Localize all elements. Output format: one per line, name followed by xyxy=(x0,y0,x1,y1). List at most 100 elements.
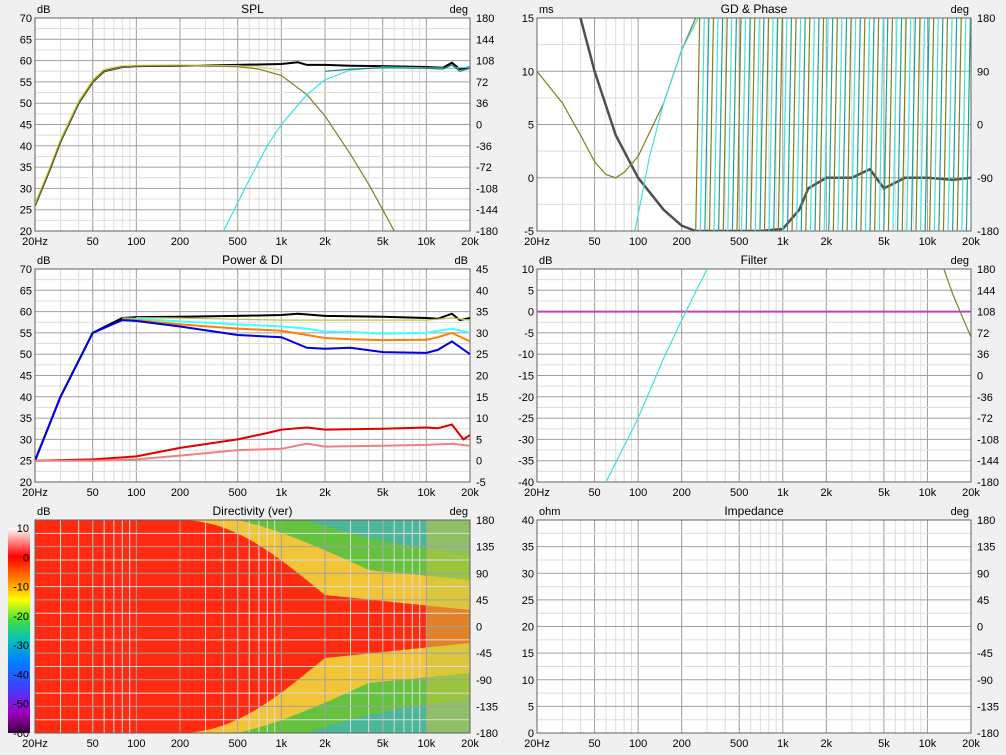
gd-phase-wrap-line xyxy=(782,17,788,232)
gd-phase-wrap-line xyxy=(777,17,783,232)
gd-phase-wrap-line xyxy=(837,17,843,232)
gd-phase-wrap-line xyxy=(874,17,880,232)
spl-frame xyxy=(34,17,471,232)
gd-series-0 xyxy=(579,18,971,231)
left-tick-label: 55 xyxy=(20,328,32,340)
left-unit-label: dB xyxy=(539,255,552,267)
x-tick-label: 20Hz xyxy=(22,738,48,750)
left-tick-label: 10 xyxy=(522,66,534,78)
right-tick-label: -135 xyxy=(476,701,498,713)
gd-phase-wrap-line xyxy=(718,17,724,232)
colorbar-tick-label: 10 xyxy=(17,523,29,535)
left-tick-label: 70 xyxy=(20,264,32,276)
right-tick-label: -45 xyxy=(476,648,492,660)
x-tick-label: 50 xyxy=(588,738,600,750)
colorbar-tick-label: -50 xyxy=(13,699,29,711)
gd-phase-wrap-line xyxy=(851,17,857,232)
x-tick-label: 20k xyxy=(962,487,980,499)
right-tick-label: 20 xyxy=(476,371,488,383)
gd-phase-wrap-line xyxy=(855,17,861,232)
right-tick-label: 45 xyxy=(476,595,488,607)
gd-phase-wrap-line xyxy=(828,17,834,232)
filter-frame xyxy=(536,268,972,483)
x-tick-label: 5k xyxy=(377,236,389,248)
x-tick-label: 100 xyxy=(629,487,647,499)
gd-phase-wrap-line xyxy=(841,17,848,232)
left-unit-label: ohm xyxy=(539,506,560,518)
left-tick-label: 70 xyxy=(20,13,32,25)
gd-phase-wrap-line xyxy=(745,17,751,232)
x-tick-label: 1k xyxy=(276,738,288,750)
left-tick-label: 15 xyxy=(522,13,534,25)
left-tick-label: 5 xyxy=(528,285,534,297)
x-tick-label: 10k xyxy=(919,236,937,248)
gd-phase-wrap-line xyxy=(896,17,903,232)
x-tick-label: 50 xyxy=(588,236,600,248)
left-tick-label: 55 xyxy=(20,77,32,89)
right-tick-label: 180 xyxy=(476,515,494,527)
gd-phase-wrap-line xyxy=(910,17,916,232)
right-tick-label: 30 xyxy=(476,328,488,340)
gd-phase-wrap-line xyxy=(906,17,912,232)
right-tick-label: -180 xyxy=(476,728,498,740)
gd-phase-wrap-line xyxy=(805,17,811,232)
gd-phase-wrap-line xyxy=(750,17,756,232)
gd-phase-wrap-line xyxy=(952,17,958,232)
x-tick-label: 10k xyxy=(417,738,435,750)
x-tick-label: 500 xyxy=(730,738,748,750)
filter-series-2 xyxy=(943,269,971,338)
gd-phase-wrap-line xyxy=(933,17,939,232)
colorbar-tick-label: -20 xyxy=(13,611,29,623)
x-tick-label: 1k xyxy=(777,236,789,248)
x-tick-label: 20Hz xyxy=(524,738,550,750)
right-unit-label: dB xyxy=(455,255,468,267)
right-tick-label: 35 xyxy=(476,307,488,319)
chart-title: SPL xyxy=(241,2,264,16)
left-tick-label: 35 xyxy=(522,542,534,554)
x-tick-label: 200 xyxy=(672,738,690,750)
left-tick-label: 60 xyxy=(20,307,32,319)
right-tick-label: 180 xyxy=(977,13,995,25)
gd-phase-wrap-line xyxy=(846,17,852,232)
right-tick-label: 90 xyxy=(977,568,989,580)
x-tick-label: 10k xyxy=(417,487,435,499)
gd-phase-wrap-line xyxy=(915,17,921,232)
right-tick-label: -144 xyxy=(476,205,498,217)
gd-phase-wrap-line xyxy=(823,17,829,232)
x-tick-label: 5k xyxy=(878,738,890,750)
right-tick-label: -45 xyxy=(977,648,993,660)
right-tick-label: -180 xyxy=(977,477,999,489)
right-tick-label: 108 xyxy=(977,307,995,319)
spl-series-4 xyxy=(324,64,470,72)
gd-phase-wrap-line xyxy=(695,17,701,232)
right-tick-label: 144 xyxy=(476,34,494,46)
power-frame xyxy=(34,268,471,483)
left-tick-label: 20 xyxy=(20,477,32,489)
right-tick-label: 0 xyxy=(476,456,482,468)
gd-phase-wrap-line xyxy=(754,17,760,232)
left-tick-label: -30 xyxy=(518,434,534,446)
gd-phase-wrap-line xyxy=(699,17,705,232)
gd-phase-wrap-line xyxy=(947,17,953,232)
right-tick-label: -36 xyxy=(977,392,993,404)
left-tick-label: 10 xyxy=(522,675,534,687)
right-tick-label: 40 xyxy=(476,285,488,297)
x-tick-label: 100 xyxy=(629,738,647,750)
gd-phase-wrap-line xyxy=(708,17,715,232)
left-tick-label: -40 xyxy=(518,477,534,489)
x-tick-label: 500 xyxy=(730,487,748,499)
right-tick-label: 5 xyxy=(476,434,482,446)
right-tick-label: 180 xyxy=(977,515,995,527)
spl-series-3 xyxy=(223,66,470,231)
gd-phase-wrap-line xyxy=(938,17,944,232)
left-tick-label: -25 xyxy=(518,413,534,425)
gd-phase-wrap-line xyxy=(814,17,820,232)
left-tick-label: 65 xyxy=(20,285,32,297)
spl-panel: 20Hz 50 100 200 500 1k 2k 5k 10k 20k7065605550454… xyxy=(20,2,498,248)
right-unit-label: deg xyxy=(951,506,969,518)
spl-series-2 xyxy=(35,65,395,231)
right-unit-label: deg xyxy=(450,4,468,16)
colorbar xyxy=(8,528,30,733)
x-tick-label: 2k xyxy=(319,236,331,248)
